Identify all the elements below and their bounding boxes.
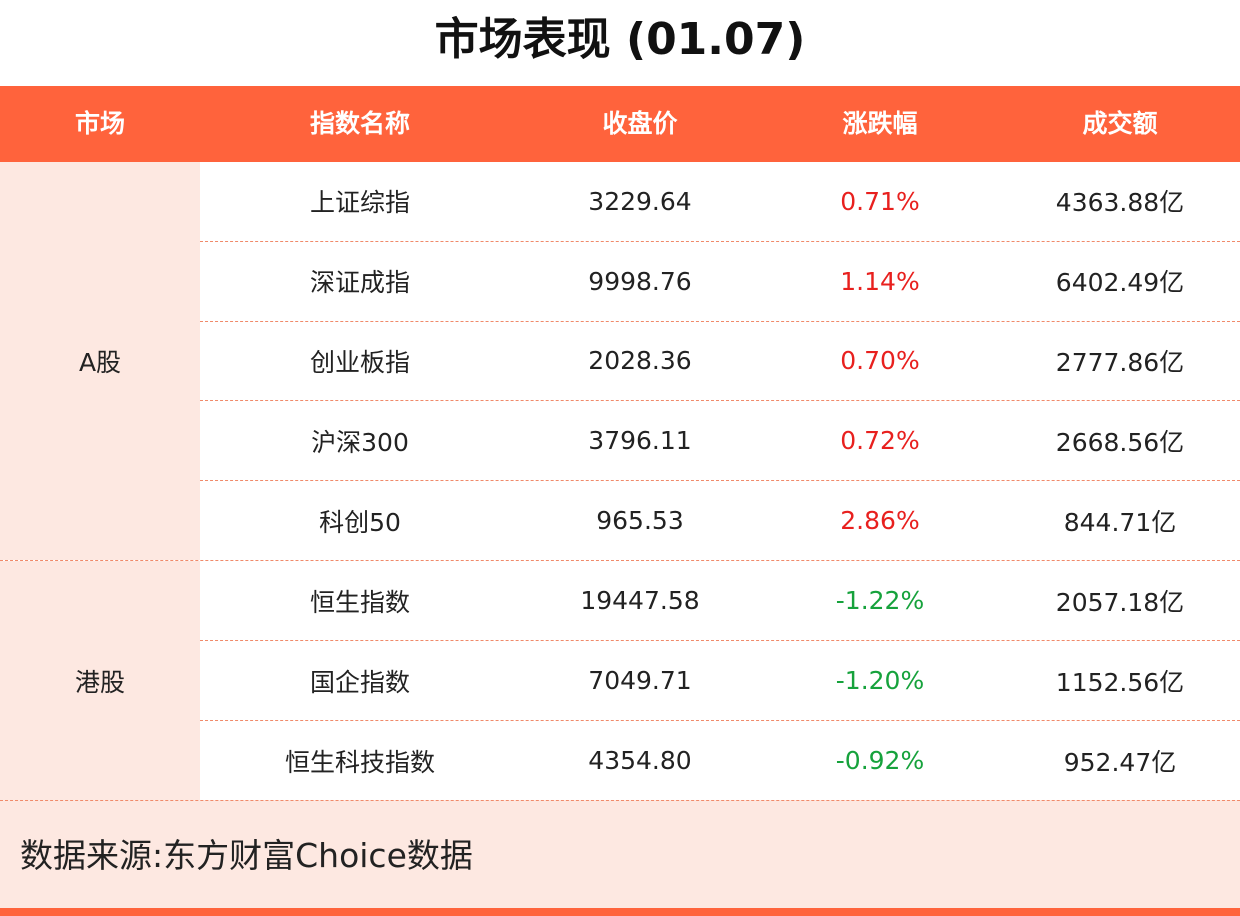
- group-hk-shares: 港股 恒生指数 19447.58 -1.22% 2057.18亿 国企指数 70…: [0, 560, 1240, 800]
- change-percent: -0.92%: [835, 746, 925, 775]
- market-cell: A股: [0, 162, 200, 560]
- change-percent: -1.22%: [835, 586, 925, 615]
- index-name: 上证综指: [309, 188, 410, 218]
- change-percent: 0.71%: [840, 186, 920, 216]
- header-close: 收盘价: [602, 109, 678, 138]
- header-turnover: 成交额: [1082, 109, 1158, 138]
- change-percent: 1.14%: [840, 266, 920, 296]
- turnover: 4363.88亿: [1055, 188, 1185, 218]
- turnover: 952.47亿: [1063, 747, 1177, 777]
- group-a-shares: A股 上证综指 3229.64 0.71% 4363.88亿 深证成指 9998…: [0, 162, 1240, 560]
- change-percent: 0.70%: [840, 346, 920, 376]
- header-market: 市场: [74, 109, 125, 138]
- close-price: 2028.36: [588, 346, 692, 376]
- table-row: 恒生科技指数 4354.80 -0.92% 952.47亿: [200, 720, 1240, 800]
- table-row: 创业板指 2028.36 0.70% 2777.86亿: [200, 320, 1240, 401]
- table-header: 市场 指数名称 收盘价 涨跌幅 成交额: [0, 86, 1240, 162]
- group-rows: 上证综指 3229.64 0.71% 4363.88亿 深证成指 9998.76…: [200, 162, 1240, 560]
- change-percent: 2.86%: [840, 506, 920, 536]
- close-price: 965.53: [596, 506, 684, 536]
- close-price: 19447.58: [580, 586, 700, 615]
- index-name: 科创50: [319, 507, 401, 537]
- turnover: 2777.86亿: [1055, 347, 1185, 377]
- data-source-note: 数据来源:东方财富Choice数据: [20, 836, 473, 875]
- header-change: 涨跌幅: [842, 109, 918, 138]
- index-name: 沪深300: [311, 427, 409, 457]
- change-percent: -1.20%: [835, 666, 925, 695]
- turnover: 2668.56亿: [1055, 427, 1185, 457]
- page-title: 市场表现 (01.07): [434, 14, 806, 65]
- turnover: 844.71亿: [1063, 507, 1177, 537]
- close-price: 4354.80: [588, 746, 692, 775]
- table-row: 沪深300 3796.11 0.72% 2668.56亿: [200, 400, 1240, 480]
- table-row: 科创50 965.53 2.86% 844.71亿: [200, 480, 1240, 560]
- table-row: 上证综指 3229.64 0.71% 4363.88亿: [200, 162, 1240, 241]
- index-name: 创业板指: [309, 347, 410, 377]
- close-price: 3796.11: [588, 426, 692, 456]
- index-name: 深证成指: [309, 268, 410, 298]
- close-price: 7049.71: [588, 666, 692, 695]
- change-percent: 0.72%: [840, 426, 920, 456]
- turnover: 2057.18亿: [1055, 587, 1185, 617]
- index-name: 恒生科技指数: [284, 747, 435, 777]
- table-row: 恒生指数 19447.58 -1.22% 2057.18亿: [200, 561, 1240, 640]
- footer: 数据来源:东方财富Choice数据: [0, 800, 1240, 908]
- market-cell: 港股: [0, 561, 200, 800]
- turnover: 1152.56亿: [1055, 667, 1185, 697]
- turnover: 6402.49亿: [1055, 268, 1185, 298]
- bottom-accent-bar: [0, 908, 1240, 916]
- header-index-name: 指数名称: [309, 109, 410, 138]
- close-price: 9998.76: [588, 266, 692, 296]
- index-name: 国企指数: [309, 667, 410, 697]
- index-name: 恒生指数: [309, 587, 410, 617]
- group-rows: 恒生指数 19447.58 -1.22% 2057.18亿 国企指数 7049.…: [200, 561, 1240, 800]
- close-price: 3229.64: [588, 186, 692, 216]
- table-row: 深证成指 9998.76 1.14% 6402.49亿: [200, 240, 1240, 321]
- table-row: 国企指数 7049.71 -1.20% 1152.56亿: [200, 640, 1240, 720]
